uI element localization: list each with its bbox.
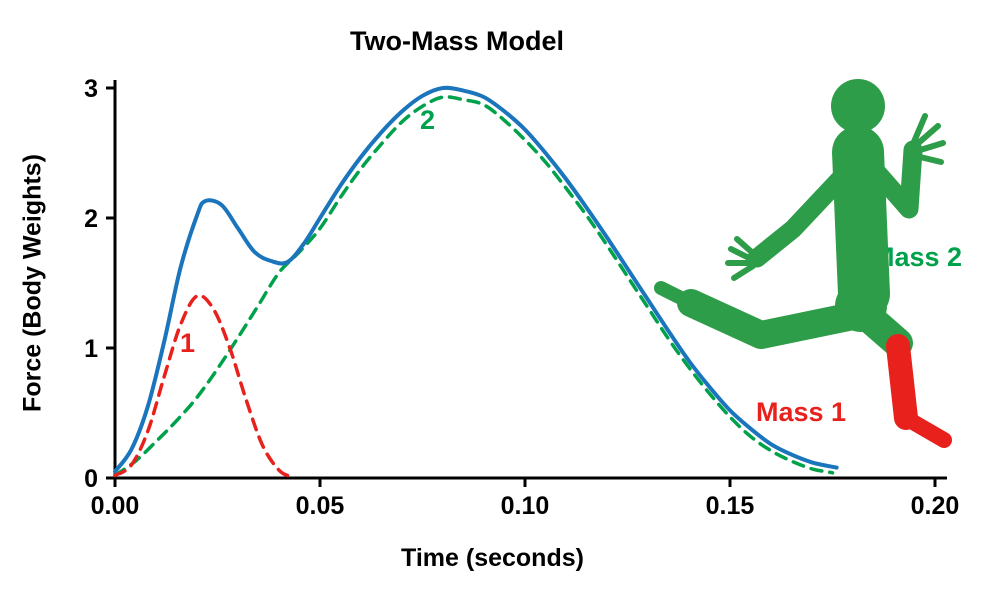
chart-title: Two-Mass Model xyxy=(349,26,564,56)
runner-trailing-leg xyxy=(677,289,867,349)
x-tick-label: 0.10 xyxy=(501,492,550,520)
runner-red-foot xyxy=(898,410,952,448)
runner-back-arm xyxy=(747,168,851,268)
runner-illustration xyxy=(654,79,952,448)
series-mass2-force xyxy=(113,95,835,478)
runner-front-hand-fingers xyxy=(910,113,946,165)
mass1-legend-label: Mass 1 xyxy=(756,397,847,427)
x-tick-label: 0.20 xyxy=(911,492,960,520)
y-tick-label: 2 xyxy=(84,205,98,233)
x-tick-label: 0.15 xyxy=(706,492,755,520)
x-axis-label: Time (seconds) xyxy=(401,544,584,572)
y-tick-label: 0 xyxy=(84,465,98,493)
runner-red-shank xyxy=(886,334,918,430)
runner-torso xyxy=(832,126,890,320)
runner-trailing-foot xyxy=(654,281,696,309)
runner-boot xyxy=(886,334,952,448)
runner-body-lines xyxy=(654,113,946,358)
mass1-curve-label: 1 xyxy=(180,328,196,358)
runner-head xyxy=(831,79,885,133)
series-total-force xyxy=(113,85,839,474)
y-tick-label: 1 xyxy=(84,335,98,363)
mass2-curve-label: 2 xyxy=(420,105,436,135)
runner-back-hand-fingers xyxy=(725,236,758,281)
runner-hip xyxy=(835,280,887,332)
y-tick-label: 3 xyxy=(84,75,98,103)
series-mass1-force xyxy=(113,293,294,479)
x-tick-label: 0.05 xyxy=(296,492,345,520)
x-tick-label: 0.00 xyxy=(91,492,140,520)
y-axis-label: Force (Body Weights) xyxy=(18,154,47,412)
runner-body-fills xyxy=(831,79,887,332)
